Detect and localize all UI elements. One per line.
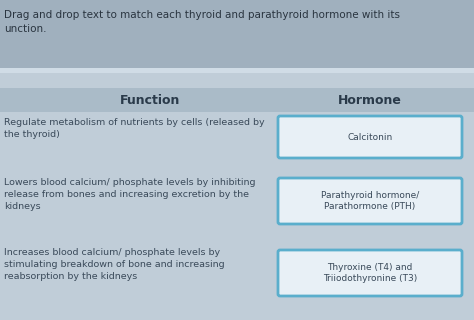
Text: Thyroxine (T4) and
Triiodothyronine (T3): Thyroxine (T4) and Triiodothyronine (T3) — [323, 263, 417, 283]
Text: Parathyroid hormone/
Parathormone (PTH): Parathyroid hormone/ Parathormone (PTH) — [321, 191, 419, 211]
Bar — [0, 68, 474, 73]
FancyBboxPatch shape — [278, 178, 462, 224]
Text: Hormone: Hormone — [338, 93, 402, 107]
Bar — [0, 73, 474, 320]
Text: Regulate metabolism of nutrients by cells (released by
the thyroid): Regulate metabolism of nutrients by cell… — [4, 118, 264, 139]
Bar — [0, 88, 474, 112]
Text: Drag and drop text to match each thyroid and parathyroid hormone with its
unctio: Drag and drop text to match each thyroid… — [4, 10, 400, 34]
Text: Increases blood calcium/ phosphate levels by
stimulating breakdown of bone and i: Increases blood calcium/ phosphate level… — [4, 248, 225, 281]
FancyBboxPatch shape — [278, 250, 462, 296]
Text: Lowers blood calcium/ phosphate levels by inhibiting
release from bones and incr: Lowers blood calcium/ phosphate levels b… — [4, 178, 255, 211]
Text: Function: Function — [120, 93, 180, 107]
Bar — [0, 0, 474, 68]
Text: Calcitonin: Calcitonin — [347, 132, 392, 141]
FancyBboxPatch shape — [278, 116, 462, 158]
